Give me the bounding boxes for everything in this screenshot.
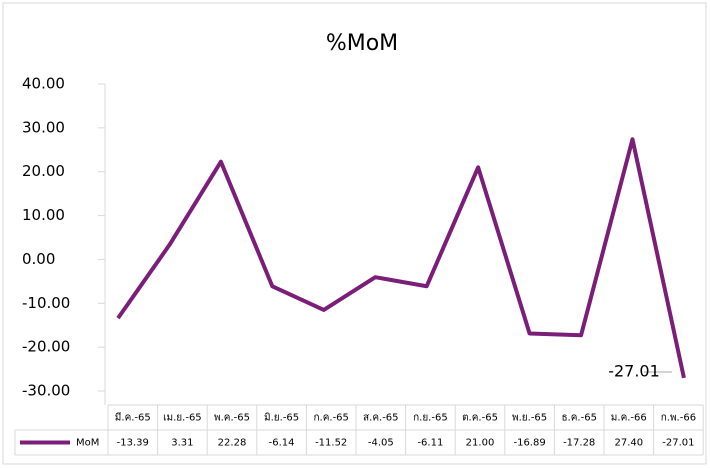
legend-label: MoM: [76, 438, 99, 449]
y-tick-label: -30.00: [22, 382, 70, 400]
y-tick-label: 40.00: [22, 75, 65, 93]
x-tick-label: ก.ย.-65: [413, 413, 448, 424]
table-value: -4.05: [368, 438, 394, 449]
x-tick-label: ธ.ค.-65: [561, 413, 596, 424]
x-tick-label: มิ.ย.-65: [264, 413, 299, 424]
x-tick-label: พ.ค.-65: [214, 413, 250, 424]
table-value: 3.31: [171, 438, 193, 449]
x-tick-label: มี.ค.-65: [115, 412, 151, 424]
x-tick-label: ก.พ.-66: [661, 413, 696, 424]
table-value: -13.39: [117, 438, 149, 449]
y-tick-label: -10.00: [22, 294, 70, 312]
y-tick-label: 0.00: [22, 250, 55, 268]
table-value: -6.14: [269, 438, 295, 449]
table-value: -27.01: [662, 438, 694, 449]
x-tick-label: พ.ย.-65: [512, 413, 547, 424]
y-tick-label: 30.00: [22, 118, 65, 136]
y-tick-label: 20.00: [22, 162, 65, 180]
table-value: -16.89: [513, 438, 545, 449]
x-tick-label: ม.ค.-66: [611, 413, 647, 424]
data-label: -27.01: [608, 362, 660, 381]
table-value: 21.00: [466, 438, 495, 449]
x-tick-label: ส.ค.-65: [363, 413, 398, 424]
series-line: [116, 137, 686, 379]
table-value: 27.40: [614, 438, 643, 449]
y-tick-label: 10.00: [22, 206, 65, 224]
x-tick-label: เม.ย.-65: [163, 413, 202, 424]
table-value: -6.11: [417, 438, 443, 449]
table-value: -11.52: [315, 438, 347, 449]
x-tick-label: ก.ค.-65: [313, 413, 348, 424]
chart-title: %MoM: [326, 31, 398, 56]
table-value: -17.28: [563, 438, 595, 449]
x-tick-label: ต.ค.-65: [462, 413, 498, 424]
table-value: 22.28: [218, 438, 247, 449]
y-tick-label: -20.00: [22, 338, 70, 356]
